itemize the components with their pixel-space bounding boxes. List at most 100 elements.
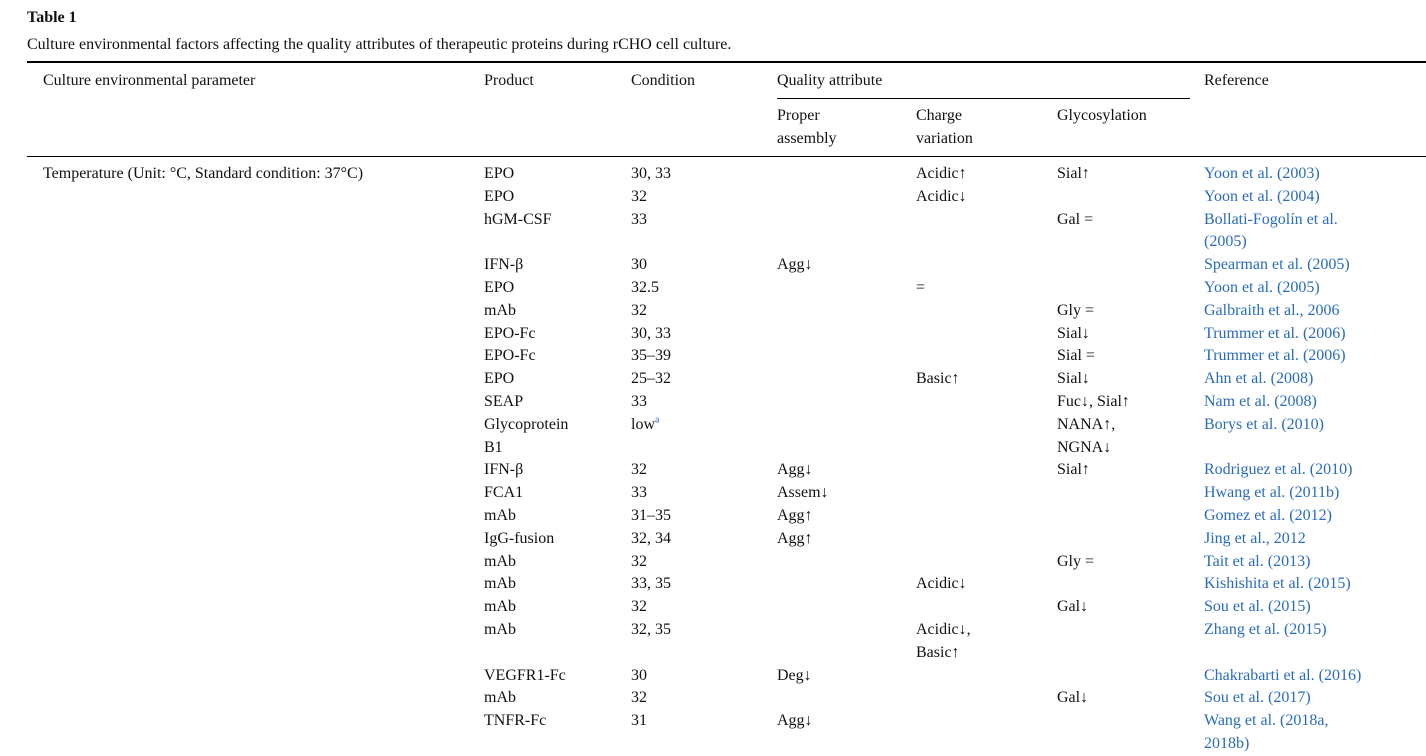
condition-cell: 32	[631, 459, 771, 482]
glycosylation-cell: Sial↓	[1057, 368, 1157, 391]
footnote-mark: a	[655, 414, 660, 426]
table-title: Table 1	[27, 9, 77, 26]
condition-cell: 33	[631, 391, 771, 414]
charge-cell: Acidic↓	[916, 186, 986, 209]
cell-text: Sial↓	[1057, 324, 1090, 342]
assembly-cell: Assem↓	[777, 482, 907, 505]
reference-cell: Jing et al., 2012	[1204, 528, 1419, 551]
cell-text: Gly =	[1057, 552, 1095, 570]
cell-text: 32, 34	[631, 529, 671, 547]
cell-text: Wang et al. (2018a, 2018b)	[1204, 712, 1329, 752]
cell-text: NANA↑, NGNA↓	[1057, 415, 1116, 456]
product-cell: EPO	[484, 277, 589, 300]
cell-text: Deg↓	[777, 666, 812, 684]
cell-text: EPO	[484, 165, 515, 182]
cell-text: Yoon et al. (2005)	[1204, 279, 1320, 296]
cell-text: 32, 35	[631, 621, 671, 638]
cell-text: FCA1	[484, 484, 524, 502]
reference-cell: Yoon et al. (2005)	[1204, 277, 1419, 300]
cell-text: 30, 33	[631, 165, 671, 182]
reference-cell: Chakrabarti et al. (2016)	[1204, 665, 1419, 688]
cell-text: 25–32	[631, 370, 671, 388]
cell-text: 32	[631, 598, 647, 616]
charge-cell: Acidic↓	[916, 573, 986, 596]
cell-text: Agg↑	[777, 507, 813, 524]
reference-cell: Sou et al. (2015)	[1204, 596, 1419, 619]
sub-rule	[777, 98, 1190, 99]
product-cell: FCA1	[484, 482, 589, 505]
cell-text: 30, 33	[631, 324, 671, 342]
glycosylation-cell: Sial↑	[1057, 459, 1157, 482]
assembly-cell: Agg↑	[777, 505, 907, 528]
condition-cell: 25–32	[631, 368, 771, 391]
cell-text: IFN-β	[484, 461, 524, 479]
cell-text: Sial↓	[1057, 370, 1090, 388]
product-cell: hGM-CSF	[484, 209, 589, 232]
cell-text: Sial↑	[1057, 461, 1090, 479]
assembly-cell: Agg↑	[777, 528, 907, 551]
cell-text: Gly =	[1057, 301, 1095, 319]
condition-cell: 32	[631, 596, 771, 619]
charge-cell: Basic↑	[916, 368, 986, 391]
cell-text: Gomez et al. (2012)	[1204, 507, 1332, 524]
cell-text: Sou et al. (2017)	[1204, 689, 1311, 707]
reference-cell: Zhang et al. (2015)	[1204, 619, 1419, 642]
reference-cell: Bollati-Fogolín et al. (2005)	[1204, 209, 1369, 255]
assembly-cell: Agg↓	[777, 254, 907, 277]
cell-text: EPO	[484, 187, 515, 205]
condition-cell: 32	[631, 300, 771, 323]
cell-text: 32	[631, 301, 647, 319]
cell-text: Chakrabarti et al. (2016)	[1204, 666, 1362, 684]
cell-text: 32	[631, 552, 647, 570]
charge-cell: Acidic↑	[916, 163, 986, 186]
cell-text: Basic↑	[916, 370, 960, 388]
cell-text: Hwang et al. (2011b)	[1204, 484, 1340, 502]
condition-cell: 30, 33	[631, 323, 771, 346]
assembly-cell: Agg↓	[777, 710, 907, 733]
header-cell: Product	[484, 72, 534, 89]
reference-cell: Tait et al. (2013)	[1204, 551, 1419, 574]
cell-text: Agg↓	[777, 461, 813, 479]
condition-cell: 32	[631, 551, 771, 574]
cell-text: 33	[631, 393, 647, 410]
reference-cell: Wang et al. (2018a, 2018b)	[1204, 710, 1369, 756]
cell-text: Yoon et al. (2003)	[1204, 165, 1320, 182]
condition-cell: 30	[631, 254, 771, 277]
condition-cell: 32.5	[631, 277, 771, 300]
product-cell: EPO	[484, 186, 589, 209]
reference-cell: Borys et al. (2010)	[1204, 414, 1419, 437]
cell-text: Glycoprotein B1	[484, 415, 569, 456]
cell-text: 33, 35	[631, 575, 671, 593]
reference-cell: Rodriguez et al. (2010)	[1204, 459, 1419, 482]
cell-text: 32	[631, 461, 647, 479]
cell-text: EPO-Fc	[484, 347, 536, 365]
reference-cell: Trummer et al. (2006)	[1204, 345, 1419, 368]
glycosylation-cell: Gal↓	[1057, 687, 1157, 710]
cell-text: Fuc↓, Sial↑	[1057, 393, 1130, 410]
condition-cell: 32	[631, 186, 771, 209]
header-rule	[27, 156, 1426, 157]
condition-cell: 33	[631, 482, 771, 505]
cell-text: Agg↓	[777, 256, 813, 274]
cell-text: 31	[631, 712, 647, 730]
cell-text: 30	[631, 256, 647, 274]
cell-text: mAb	[484, 552, 516, 570]
glycosylation-cell: NANA↑, NGNA↓	[1057, 414, 1157, 460]
reference-cell: Yoon et al. (2003)	[1204, 163, 1419, 186]
cell-text: low	[631, 415, 655, 433]
product-cell: mAb	[484, 505, 589, 528]
cell-text: SEAP	[484, 393, 524, 410]
product-cell: mAb	[484, 551, 589, 574]
cell-text: EPO	[484, 370, 515, 388]
cell-text: hGM-CSF	[484, 210, 552, 228]
condition-cell: 33	[631, 209, 771, 232]
cell-text: Tait et al. (2013)	[1204, 552, 1311, 570]
header-cell: Proper assembly	[777, 107, 837, 147]
cell-text: Sial↑	[1057, 165, 1090, 182]
glycosylation-cell: Sial↑	[1057, 163, 1157, 186]
cell-text: =	[916, 279, 926, 296]
cell-text: 32.5	[631, 279, 659, 296]
product-cell: IFN-β	[484, 254, 589, 277]
product-cell: mAb	[484, 687, 589, 710]
